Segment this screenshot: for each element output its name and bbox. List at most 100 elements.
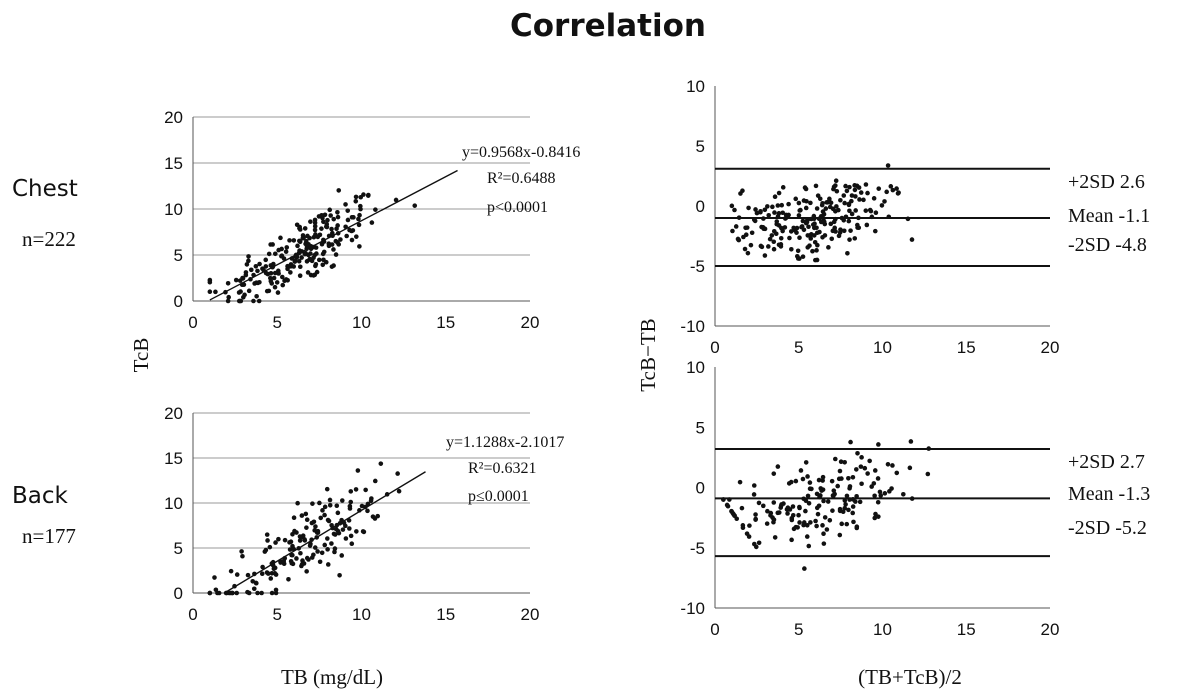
data-point [894,186,899,191]
data-point [240,553,245,559]
data-point [873,210,879,216]
data-point [907,465,913,471]
data-point [804,219,810,225]
left-y-axis-label: TcB [129,338,153,373]
data-point [831,184,837,190]
data-point [269,590,275,596]
data-point [271,275,277,281]
data-point [240,276,246,281]
data-point [310,501,315,506]
data-point [337,572,342,578]
data-point [272,270,278,276]
data-point [412,203,418,208]
data-point [282,537,288,543]
data-point [782,225,788,230]
data-point [305,233,310,239]
data-point [312,545,318,550]
data-point [850,474,856,480]
data-point [372,478,378,484]
data-point [336,188,342,193]
data-point [290,552,295,558]
data-point [842,459,847,465]
data-point [840,509,846,515]
reference-line-label: -2SD -5.2 [1068,517,1147,539]
reference-line-label: Mean -1.1 [1068,205,1150,227]
data-point [292,528,297,534]
data-point [319,226,324,231]
data-point [808,520,813,525]
data-point [797,505,802,511]
data-point [841,228,847,234]
data-point [345,217,351,223]
regression-annotation: p≤0.0001 [468,488,529,505]
data-point [813,183,819,189]
data-point [318,515,324,521]
data-point [795,256,801,261]
data-point [803,205,809,211]
data-point [766,244,771,249]
data-point [339,553,345,558]
data-point [805,245,811,250]
data-point [325,536,330,541]
data-point [862,465,868,471]
data-point [771,246,777,252]
data-point [732,513,737,519]
data-point [332,549,337,555]
data-point [313,263,318,269]
data-point [775,510,781,516]
data-point [797,235,802,241]
back-scatter-panel: 0 5 10 15 20 0 5 10 15 20 y=1.1288x-2.1017 R²=0.632… [164,404,564,624]
data-point [875,499,881,505]
data-point [760,225,766,230]
data-point [300,235,306,241]
data-point [297,273,303,278]
data-point [847,237,852,242]
data-point [308,219,313,224]
data-point [762,207,768,213]
data-point [826,245,831,250]
data-point [322,512,327,518]
data-point [804,522,810,528]
right-x-axis-label: (TB+TcB)/2 [858,665,962,689]
data-point [793,196,799,202]
data-point [268,270,274,276]
data-point [730,228,735,234]
data-point [909,237,915,242]
data-point [885,163,891,168]
data-point [788,229,794,234]
data-point [273,540,278,545]
data-point [846,202,852,208]
x-tick-label: 20 [521,605,540,624]
data-point [288,270,293,275]
data-point [810,222,816,227]
data-point [849,193,855,198]
data-point [283,277,289,282]
data-point [790,504,796,509]
data-point [771,239,777,245]
data-point [296,258,302,264]
data-point [295,243,300,249]
data-point [871,481,877,486]
data-point [257,261,262,267]
data-point [758,209,763,215]
data-point [785,511,790,516]
data-point [375,513,381,519]
data-point [336,242,342,247]
data-point [845,250,850,256]
data-point [824,200,829,205]
data-point [314,251,319,256]
data-point [263,257,269,263]
data-point [292,258,298,264]
data-point [329,242,335,247]
data-point [226,294,231,300]
data-point [320,508,325,513]
data-point [335,209,340,215]
data-point [304,569,309,574]
data-point [331,531,337,537]
y-tick-label: 5 [696,137,705,156]
data-point [827,517,833,523]
data-point [329,226,334,232]
data-point [297,238,302,244]
data-point [349,228,354,234]
data-point [776,190,782,196]
